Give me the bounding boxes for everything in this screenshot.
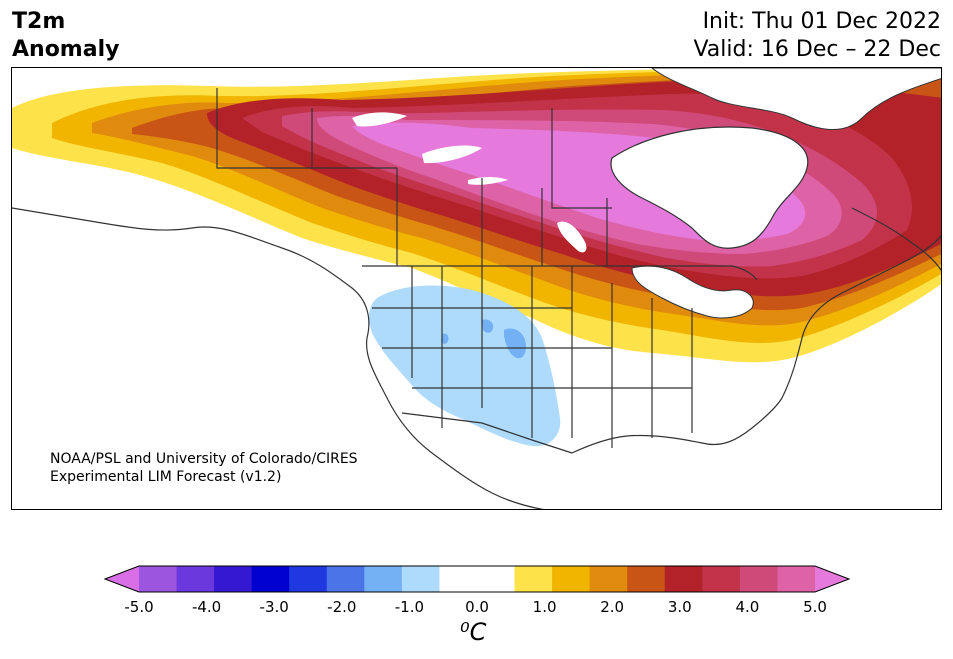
colorbar-swatch [739, 566, 778, 592]
credit-line-1: NOAA/PSL and University of Colorado/CIRE… [50, 451, 358, 467]
cool-band-minus1-5c [441, 333, 449, 344]
colorbar-swatch [364, 566, 403, 592]
cool-band-minus1-5 [504, 328, 527, 359]
valid-range: Valid: 16 Dec – 22 Dec [693, 37, 941, 62]
territory-line-3 [551, 108, 612, 209]
colorbar-swatch [176, 566, 215, 592]
water-bodies [352, 68, 941, 319]
pacific-coastline [12, 207, 544, 509]
colorbar-swatch [139, 566, 178, 592]
credit-line-2: Experimental LIM Forecast (v1.2) [50, 469, 282, 485]
colorbar-swatch [627, 566, 666, 592]
great-lakes [631, 265, 754, 319]
colorbar-swatch [326, 566, 365, 592]
colorbar-swatch [401, 566, 440, 592]
colorbar-tick-label: -5.0 [124, 598, 154, 616]
hudson-bay [610, 126, 809, 249]
lake-4 [557, 221, 587, 253]
anomaly-map: NOAA/PSL and University of Colorado/CIRE… [11, 67, 942, 510]
us-canada-border [362, 265, 758, 281]
colorbar-tick-label: -2.0 [327, 598, 357, 616]
colorbar-tick-label: 4.0 [735, 598, 760, 616]
mexico-border [401, 412, 573, 454]
colorbar-swatch [777, 566, 816, 592]
colorbar-extend-low [105, 566, 139, 592]
labrador-coast [851, 207, 941, 272]
lake-1 [352, 112, 407, 127]
colorbar-tick-label: 0.0 [465, 598, 489, 616]
forecast-dates: Init: Thu 01 Dec 2022 Valid: 16 Dec – 22… [693, 8, 941, 64]
colorbar-swatch [214, 566, 253, 592]
arctic-islands [651, 68, 941, 131]
lake-3 [468, 177, 508, 185]
colorbar-tick-label: 2.0 [600, 598, 625, 616]
colorbar-swatch [251, 566, 290, 592]
map-canvas [12, 68, 941, 509]
title-line-1: T2m [12, 9, 66, 34]
title-line-2: Anomaly [12, 37, 120, 62]
gulf-coastline [571, 397, 783, 454]
colorbar-swatch [664, 566, 703, 592]
territory-line [216, 88, 397, 169]
cool-anomaly-field [369, 285, 561, 447]
forecast-credit: NOAA/PSL and University of Colorado/CIRE… [50, 450, 358, 486]
colorbar-tick-label: -1.0 [394, 598, 425, 616]
colorbar-swatch [702, 566, 741, 592]
cool-band-minus1 [369, 285, 561, 447]
colorbar-swatches [103, 565, 851, 593]
colorbar-tick-label: 3.0 [667, 598, 692, 616]
colorbar-swatch [477, 566, 516, 592]
colorbar-swatch [514, 566, 553, 592]
colorbar-unit: ⁰C [460, 618, 487, 646]
colorbar-tick-label: -3.0 [259, 598, 289, 616]
colorbar-swatch [289, 566, 328, 592]
init-date: Init: Thu 01 Dec 2022 [702, 9, 941, 34]
atlantic-coastline [781, 234, 941, 399]
boundaries [12, 88, 941, 509]
colorbar-tick-label: 1.0 [532, 598, 557, 616]
colorbar-extend-high [815, 566, 849, 592]
lake-2 [422, 145, 482, 164]
colorbar-tick-label: -4.0 [191, 598, 222, 616]
colorbar-outline [103, 565, 851, 593]
cool-band-minus1-5b [482, 319, 494, 333]
colorbar-tick-label: 5.0 [803, 598, 827, 616]
colorbar-swatch [439, 566, 478, 592]
colorbar-swatch [552, 566, 591, 592]
colorbar-swatch [589, 566, 628, 592]
map-title: T2m Anomaly [12, 8, 119, 64]
